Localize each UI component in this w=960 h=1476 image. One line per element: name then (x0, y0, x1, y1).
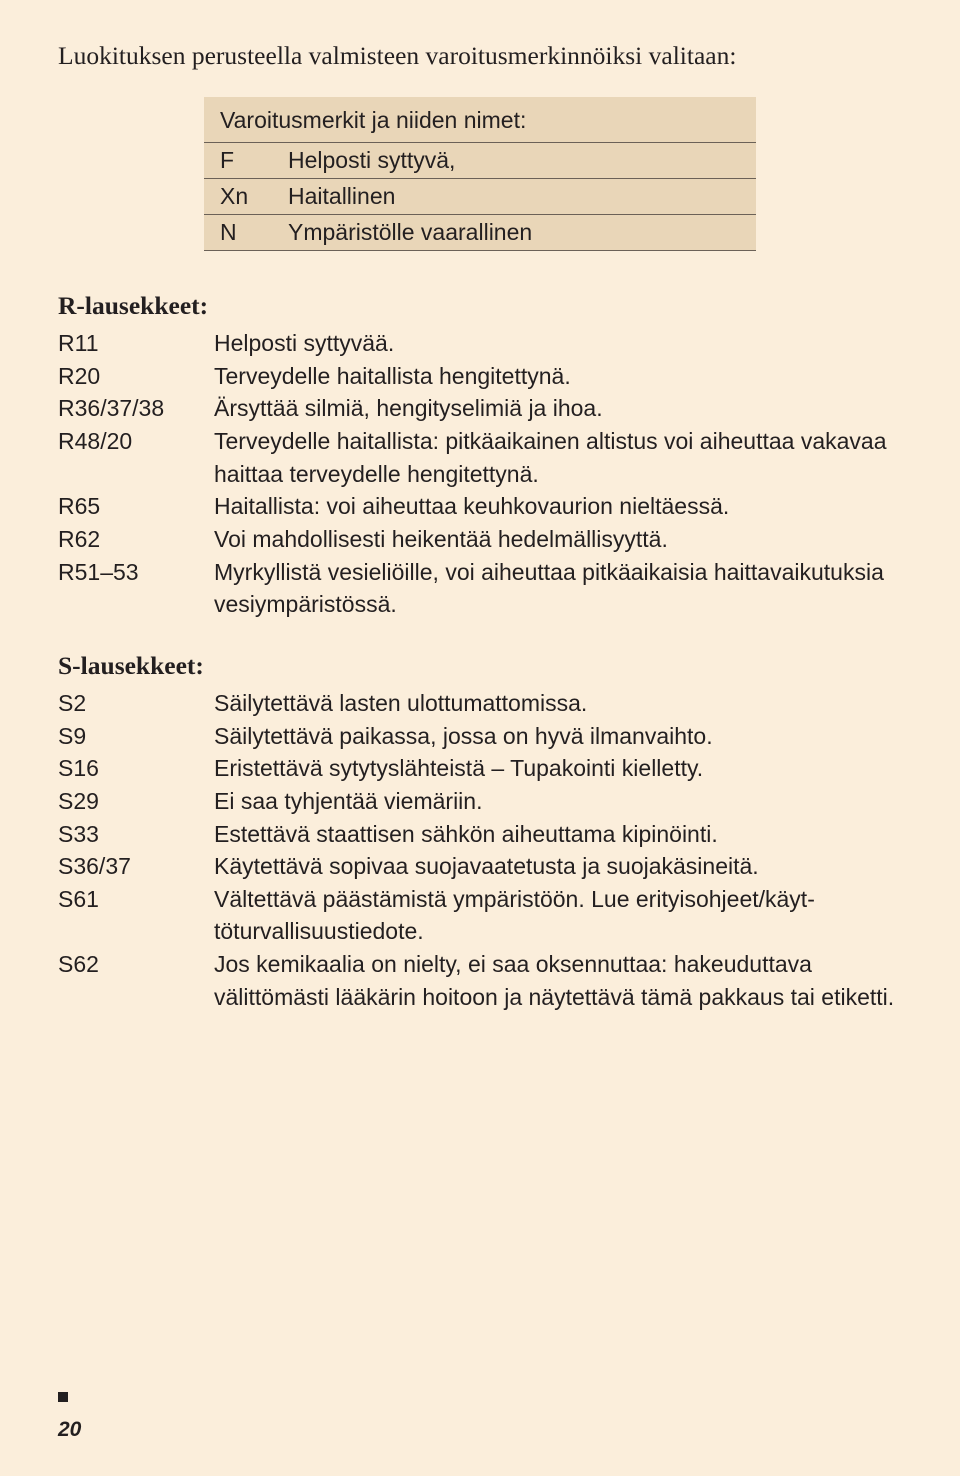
phrase-text: Ei saa tyhjentää viemäriin. (214, 785, 902, 818)
phrase-code: R36/37/38 (58, 392, 214, 425)
s-phrases-section: S-lausekkeet: S2Säilytettävä lasten ulot… (58, 651, 902, 1014)
s-phrases-table: S2Säilytettävä lasten ulottumattomissa. … (58, 687, 902, 1014)
table-row: R65Haitallista: voi aiheuttaa keuhkovaur… (58, 490, 902, 523)
phrase-code: R11 (58, 327, 214, 360)
phrase-code: S33 (58, 818, 214, 851)
phrase-code: S9 (58, 720, 214, 753)
page-number: 20 (58, 1418, 81, 1441)
table-row: N Ympäristölle vaarallinen (204, 214, 756, 250)
table-row: R11Helposti syttyvää. (58, 327, 902, 360)
warning-symbol: F (204, 142, 272, 178)
phrase-code: S61 (58, 883, 214, 948)
phrase-text: Säilytettävä paikassa, jossa on hyvä ilm… (214, 720, 902, 753)
table-row: Xn Haitallinen (204, 178, 756, 214)
phrase-text: Ärsyttää silmiä, hengityselimiä ja ihoa. (214, 392, 902, 425)
warning-label: Helposti syttyvä, (272, 142, 756, 178)
table-row: R62Voi mahdollisesti heikentää hedelmäll… (58, 523, 902, 556)
warning-label: Haitallinen (272, 178, 756, 214)
warning-symbols-table: Varoitusmerkit ja niiden nimet: F Helpos… (204, 97, 756, 251)
warning-header: Varoitusmerkit ja niiden nimet: (204, 97, 756, 143)
intro-text: Luokituksen perusteella valmisteen varoi… (58, 38, 902, 75)
phrase-code: S2 (58, 687, 214, 720)
phrase-text: Terveydelle haitallista hengitettynä. (214, 360, 902, 393)
phrase-text: Jos kemikaalia on nielty, ei saa oksennu… (214, 948, 902, 1013)
phrase-text: Helposti syttyvää. (214, 327, 902, 360)
phrase-code: R65 (58, 490, 214, 523)
phrase-text: Voi mahdollisesti heikentää hedelmällisy… (214, 523, 902, 556)
phrase-text: Myrkyllistä vesieliöille, voi aiheuttaa … (214, 556, 902, 621)
page-footer: 20 (58, 1392, 81, 1442)
phrase-code: R62 (58, 523, 214, 556)
phrase-code: R20 (58, 360, 214, 393)
table-row: S2Säilytettävä lasten ulottumattomissa. (58, 687, 902, 720)
phrase-text: Käytettävä sopivaa suojavaatetusta ja su… (214, 850, 902, 883)
table-row: S29Ei saa tyhjentää viemäriin. (58, 785, 902, 818)
phrase-text: Haitallista: voi aiheuttaa keuhkovaurion… (214, 490, 902, 523)
s-section-title: S-lausekkeet: (58, 651, 902, 681)
table-row: S62Jos kemikaalia on nielty, ei saa okse… (58, 948, 902, 1013)
phrase-code: R48/20 (58, 425, 214, 490)
phrase-text: Vältettävä päästämistä ympäristöön. Lue … (214, 883, 902, 948)
phrase-code: S62 (58, 948, 214, 1013)
table-row: S36/37Käytettävä sopivaa suojavaatetusta… (58, 850, 902, 883)
table-row: R51–53Myrkyllistä vesieliöille, voi aihe… (58, 556, 902, 621)
phrase-code: S36/37 (58, 850, 214, 883)
table-row: S61Vältettävä päästämistä ympäristöön. L… (58, 883, 902, 948)
phrase-code: R51–53 (58, 556, 214, 621)
phrase-code: S29 (58, 785, 214, 818)
table-row: R36/37/38Ärsyttää silmiä, hengityselimiä… (58, 392, 902, 425)
footer-square-icon (58, 1392, 68, 1402)
r-section-title: R-lausekkeet: (58, 291, 902, 321)
r-phrases-table: R11Helposti syttyvää. R20Terveydelle hai… (58, 327, 902, 621)
table-row: F Helposti syttyvä, (204, 142, 756, 178)
phrase-code: S16 (58, 752, 214, 785)
table-row: R20Terveydelle haitallista hengitettynä. (58, 360, 902, 393)
phrase-text: Eristettävä sytytyslähteistä – Tupakoint… (214, 752, 902, 785)
phrase-text: Säilytettävä lasten ulottumattomissa. (214, 687, 902, 720)
table-row: S33Estettävä staattisen sähkön aiheuttam… (58, 818, 902, 851)
table-row: S9Säilytettävä paikassa, jossa on hyvä i… (58, 720, 902, 753)
table-row: R48/20Terveydelle haitallista: pitkäaika… (58, 425, 902, 490)
phrase-text: Estettävä staattisen sähkön aiheuttama k… (214, 818, 902, 851)
warning-label: Ympäristölle vaarallinen (272, 214, 756, 250)
warning-symbol: N (204, 214, 272, 250)
phrase-text: Terveydelle haitallista: pitkäaikainen a… (214, 425, 902, 490)
r-phrases-section: R-lausekkeet: R11Helposti syttyvää. R20T… (58, 291, 902, 621)
table-row: S16Eristettävä sytytyslähteistä – Tupako… (58, 752, 902, 785)
warning-symbol: Xn (204, 178, 272, 214)
